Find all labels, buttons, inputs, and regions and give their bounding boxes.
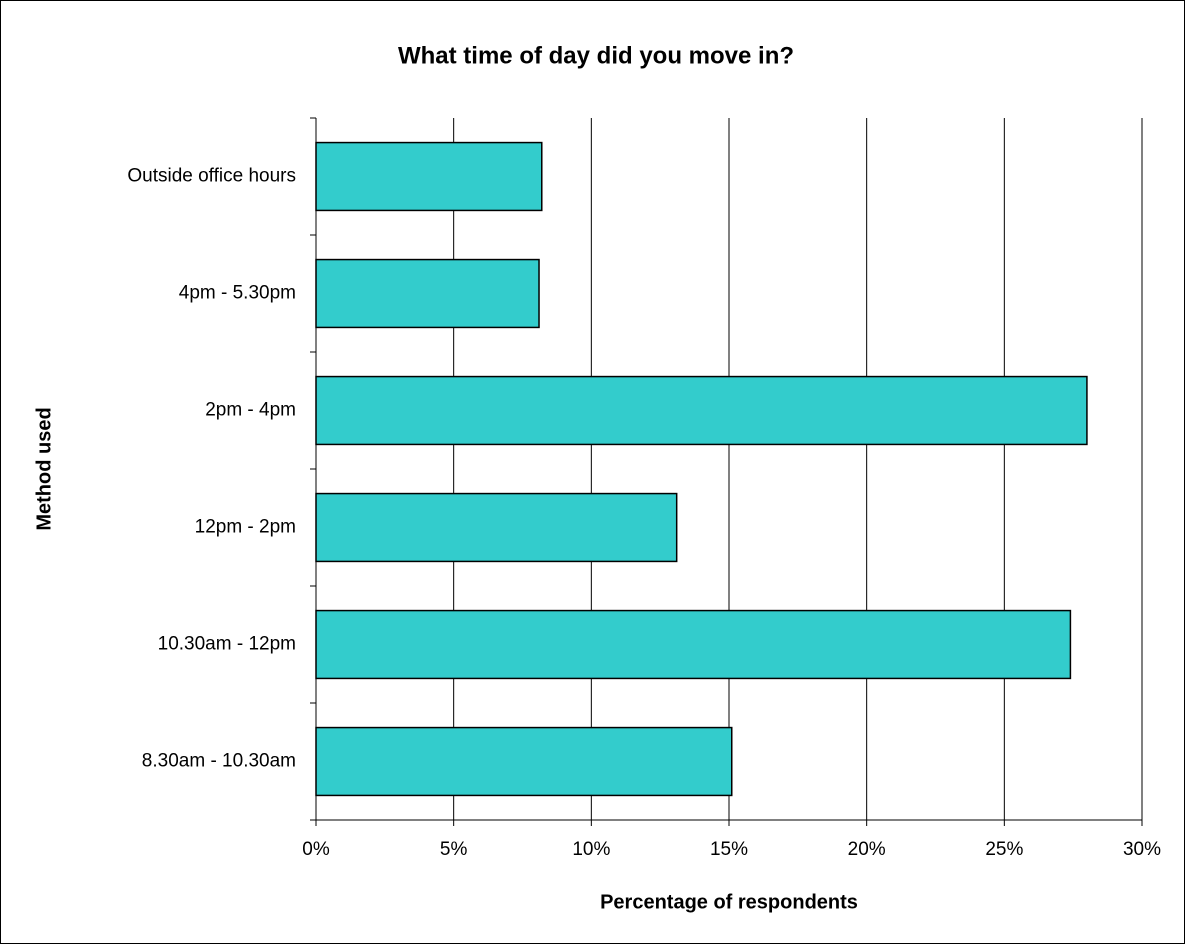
x-tick-label: 20% [848,839,886,860]
y-axis-title: Method used [33,407,55,530]
y-tick-label: 8.30am - 10.30am [142,751,296,772]
x-axis-title: Percentage of respondents [600,891,858,913]
x-tick-label: 0% [302,839,330,860]
bar [315,375,1088,446]
y-tick-label: 10.30am - 12pm [158,634,296,655]
x-tick-label: 15% [710,839,748,860]
x-tick-label: 30% [1123,839,1161,860]
chart-title: What time of day did you move in? [398,42,794,69]
y-tick-label: 2pm - 4pm [205,400,296,421]
y-tick-label: Outside office hours [127,166,296,187]
y-tick-label: 4pm - 5.30pm [179,283,296,304]
bar [315,609,1072,680]
x-tick-label: 5% [440,839,468,860]
y-tick-label: 12pm - 2pm [195,517,296,538]
bar [315,258,540,329]
x-tick-label: 25% [985,839,1023,860]
bar [315,726,733,797]
bar [315,492,678,563]
bar [315,141,543,212]
x-tick-label: 10% [572,839,610,860]
